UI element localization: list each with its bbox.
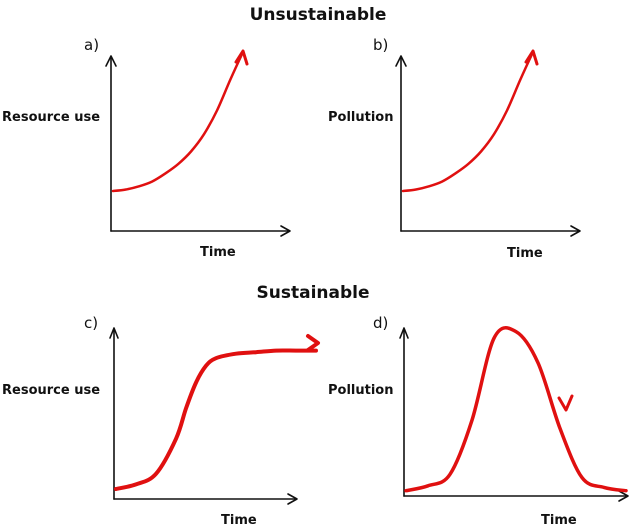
panel-c-ylabel: Resource use (2, 383, 100, 398)
panel-a-curve-arrowhead (234, 49, 249, 66)
panel-c: c) Resource use Time (2, 314, 320, 528)
panel-b-y-arrow (395, 55, 407, 67)
panel-c-letter: c) (84, 314, 98, 332)
panel-d-y-arrow (399, 327, 409, 339)
panel-a-letter: a) (84, 36, 99, 54)
panel-d: d) Pollution Time (328, 314, 629, 528)
panel-b-letter: b) (373, 36, 388, 54)
panel-a-x-arrow (280, 225, 291, 237)
panel-a-xlabel: Time (200, 245, 236, 260)
panel-d-x-arrow (618, 490, 629, 502)
panel-c-curve-arrowhead (306, 334, 320, 352)
panel-a-ylabel: Resource use (2, 110, 100, 125)
panel-b-x-arrow (570, 225, 581, 237)
panel-c-y-arrow (109, 327, 119, 339)
panel-a-curve (111, 50, 245, 193)
panel-d-xlabel: Time (541, 513, 577, 528)
panel-a-y-arrow (105, 55, 117, 67)
panel-d-ylabel: Pollution (328, 383, 393, 398)
panel-c-curve (114, 348, 318, 491)
panel-b: b) Pollution Time (328, 36, 581, 261)
panel-b-curve-arrowhead (524, 49, 539, 66)
section-title-unsustainable: Unsustainable (250, 5, 387, 25)
panel-b-ylabel: Pollution (328, 110, 393, 125)
panel-b-xlabel: Time (507, 246, 543, 261)
panel-d-curve-arrowhead (557, 394, 574, 412)
panel-d-curve (404, 326, 628, 493)
panel-b-curve (401, 50, 535, 193)
panel-d-letter: d) (373, 314, 388, 332)
panel-c-xlabel: Time (221, 513, 257, 528)
panel-a: a) Resource use Time (2, 36, 291, 260)
panel-c-x-arrow (287, 493, 298, 505)
section-title-sustainable: Sustainable (257, 283, 370, 303)
